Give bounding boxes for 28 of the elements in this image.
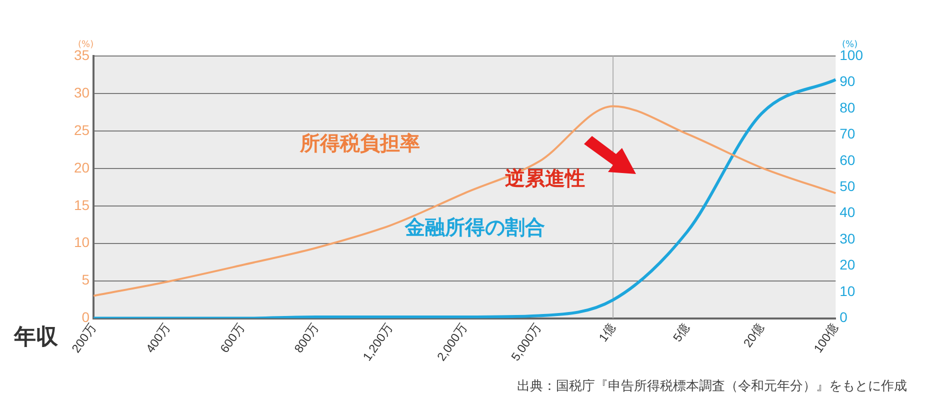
x-tick-label: 5億 [670,321,692,344]
y2-tick-label: 40 [840,204,856,220]
y2-axis-title: (%) [842,40,858,50]
y2-tick-label: 30 [840,230,856,246]
y2-tick-label: 70 [840,126,856,142]
y-tick-label: 15 [74,196,90,213]
y-tick-label: 20 [74,159,90,176]
y2-tick-label: 90 [840,73,856,90]
x-tick-label: 20億 [740,321,767,350]
y-axis-title: (%) [78,40,94,50]
y2-tick-label: 60 [840,152,856,168]
y-tick-label: 30 [74,84,90,100]
source-note: 出典：国税庁『申告所得税標本調査（令和元年分）』をもとに作成 [517,378,907,395]
x-axis-title: 年収 [14,324,58,352]
x-tick-label: 100億 [810,321,841,356]
text: 金融所得の割合 [405,214,545,241]
x-tick-label: 1億 [596,321,618,344]
y2-tick-label: 80 [840,99,856,116]
y-tick-label: 5 [82,272,90,288]
annotation: 逆累進性 [505,165,585,192]
text: 所得税負担率 [300,130,420,157]
y2-tick-label: 0 [840,309,848,326]
y2-tick-label: 50 [840,178,856,194]
y2-tick-label: 10 [840,282,856,299]
line-series [92,105,837,297]
y2-tick-label: 20 [840,256,856,273]
y-tick-label: 10 [74,234,90,250]
y-tick-label: 25 [74,122,90,138]
